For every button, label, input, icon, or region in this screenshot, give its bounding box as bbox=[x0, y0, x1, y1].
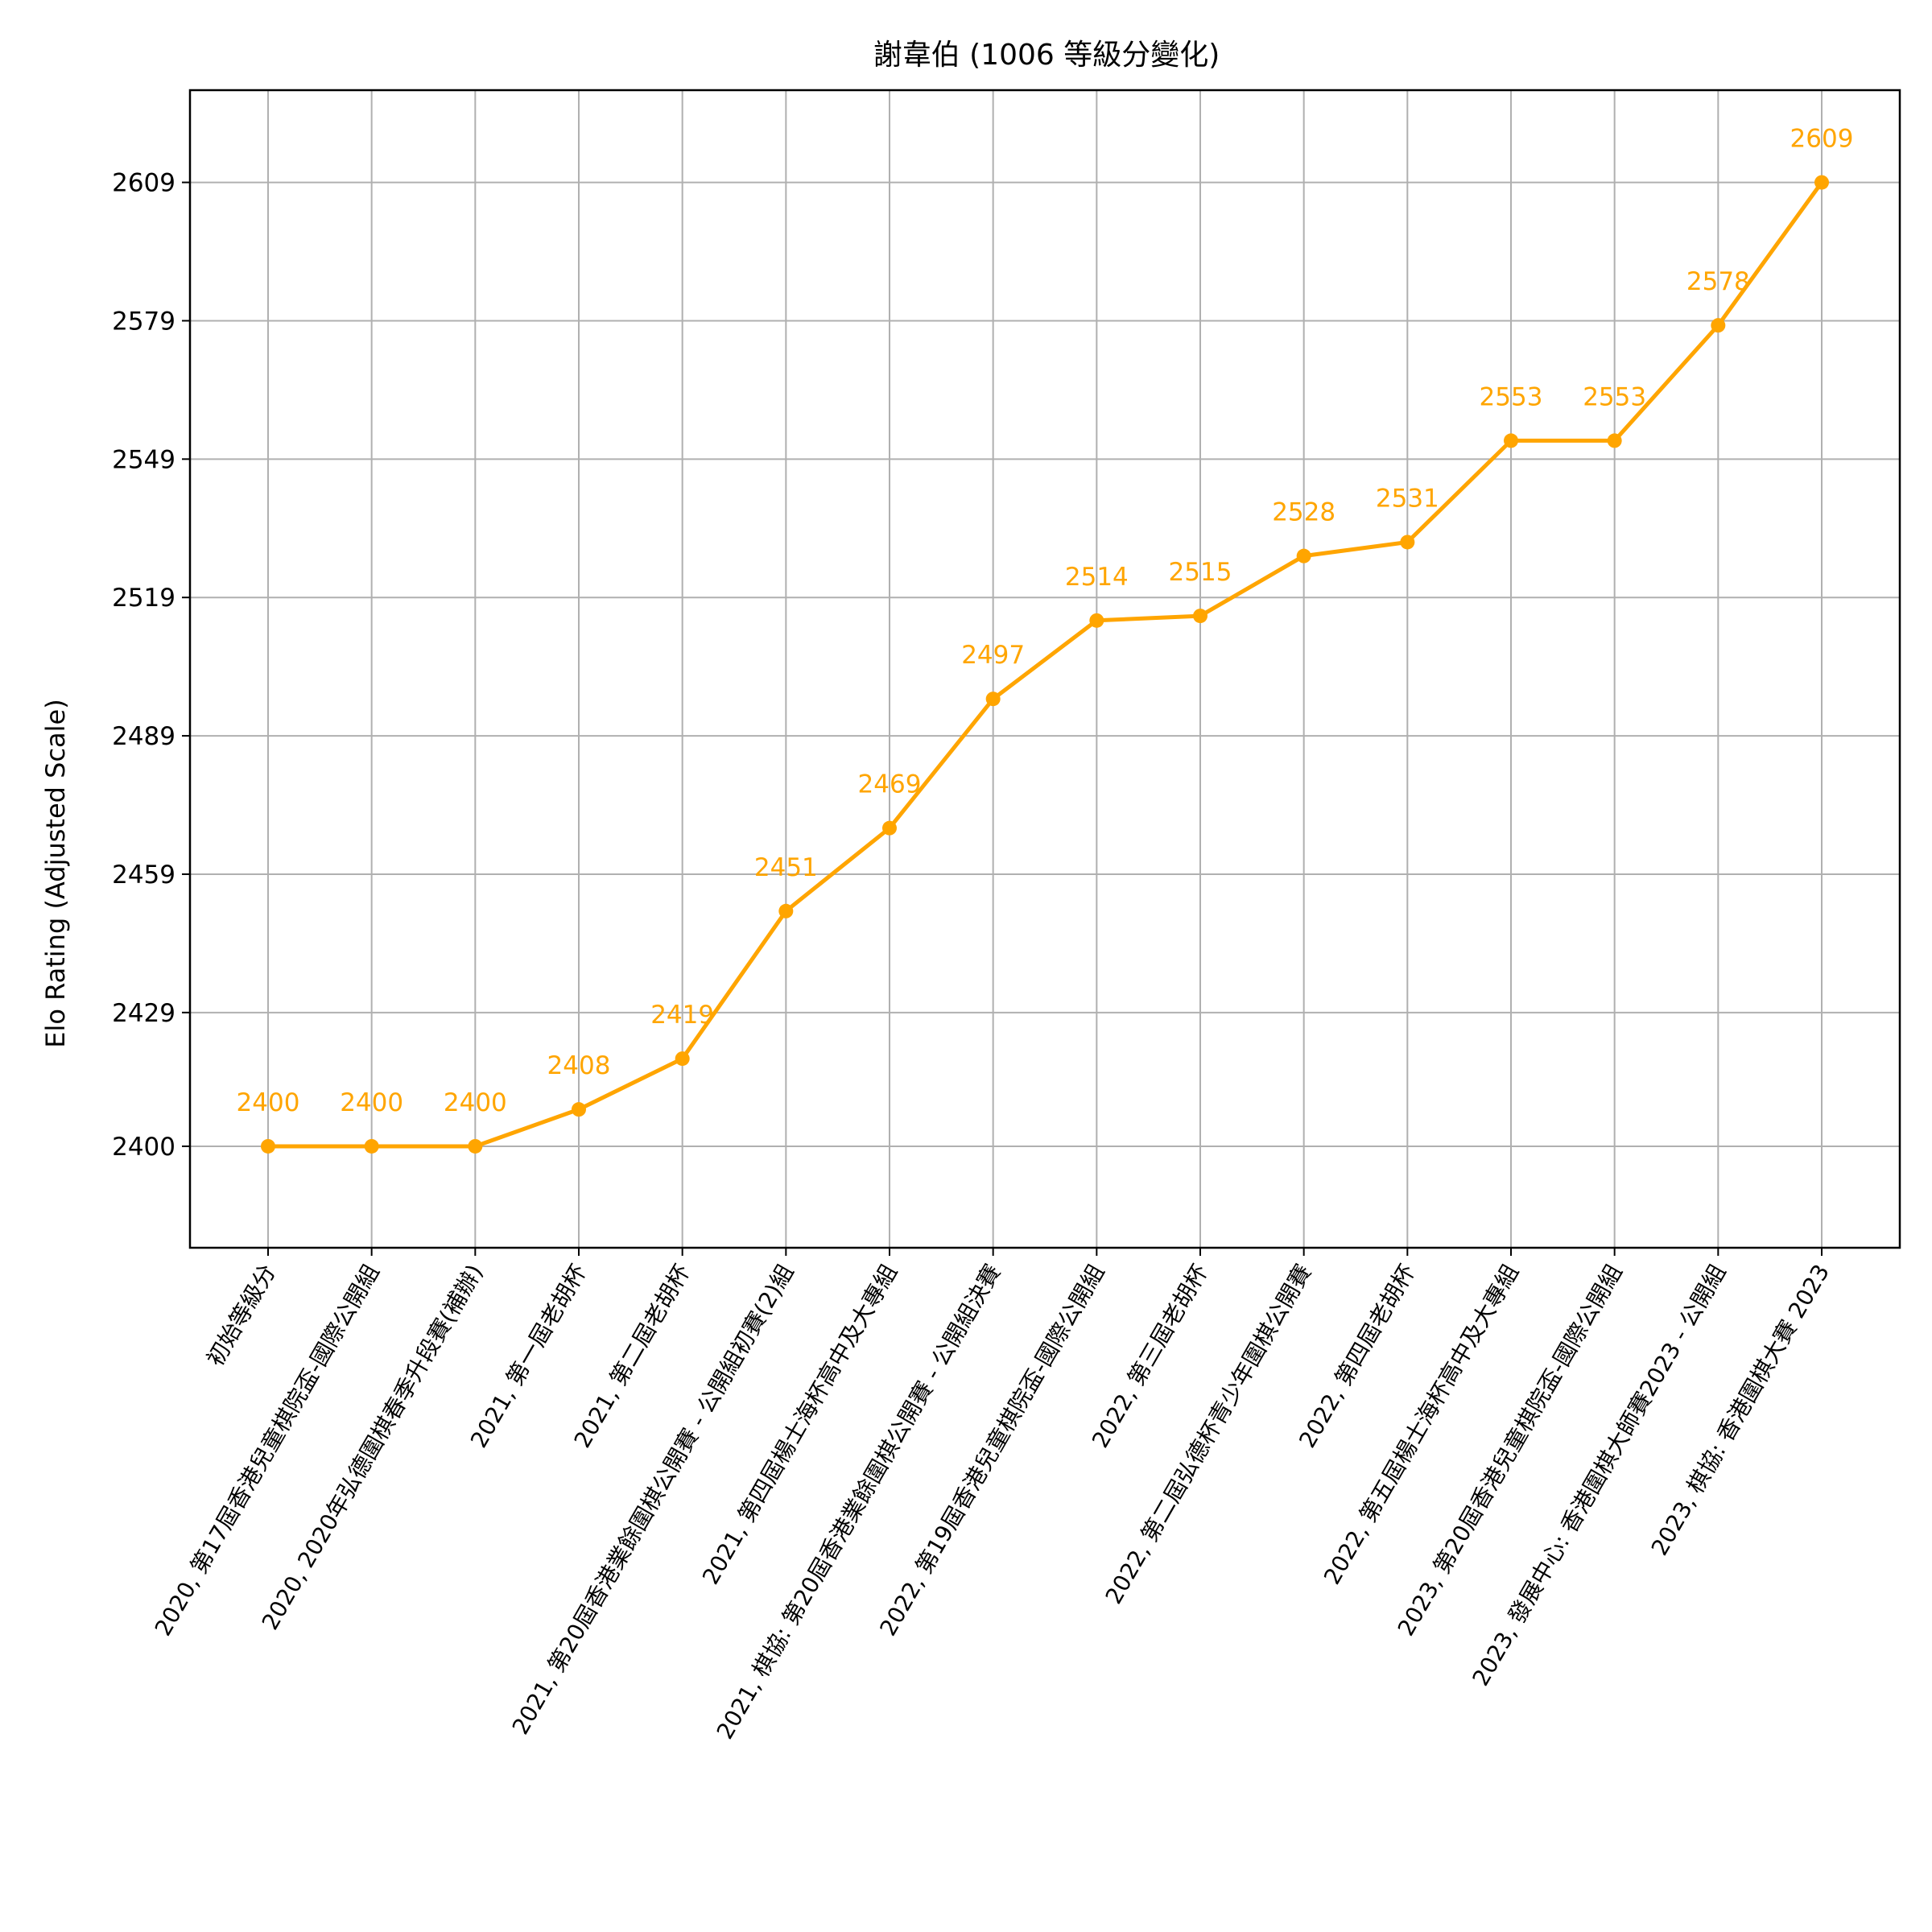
data-point bbox=[675, 1051, 690, 1067]
y-tick-label: 2489 bbox=[112, 722, 175, 751]
data-label: 2408 bbox=[547, 1051, 611, 1080]
data-point bbox=[1504, 433, 1518, 448]
y-axis-label: Elo Rating (Adjusted Scale) bbox=[40, 699, 71, 1047]
grid-lines bbox=[190, 90, 1900, 1248]
y-tick-label: 2549 bbox=[112, 445, 175, 474]
y-tick-label: 2459 bbox=[112, 861, 175, 890]
data-point bbox=[1193, 609, 1208, 624]
data-label: 2400 bbox=[444, 1088, 507, 1117]
x-tick-label: 2020, 第17屆香港兒童棋院盃-國際公開組 bbox=[150, 1260, 385, 1641]
x-tick-label: 2022, 第三屆老胡杯 bbox=[1087, 1260, 1213, 1452]
data-label: 2451 bbox=[754, 853, 818, 882]
x-tick-label: 2021, 第一屆老胡杯 bbox=[465, 1260, 592, 1452]
data-label: 2609 bbox=[1790, 125, 1854, 154]
x-tick-label: 2021, 第二屆老胡杯 bbox=[569, 1260, 696, 1452]
x-tick-label: 2022, 第19屆香港兒童棋院盃-國際公開組 bbox=[874, 1260, 1109, 1641]
x-tick-label: 2022, 第五屆楊士海杯高中及大專組 bbox=[1319, 1260, 1524, 1589]
data-label: 2400 bbox=[237, 1088, 300, 1117]
y-tick-label: 2579 bbox=[112, 307, 175, 336]
data-label: 2497 bbox=[961, 641, 1025, 670]
data-label: 2469 bbox=[858, 770, 922, 799]
y-tick-label: 2400 bbox=[112, 1133, 175, 1162]
data-point bbox=[1814, 175, 1829, 190]
x-tick-label: 初始等級分 bbox=[201, 1260, 281, 1371]
data-point bbox=[1089, 613, 1104, 628]
axis-ticks: 24002429245924892519254925792609初始等級分202… bbox=[112, 169, 1835, 1744]
data-point bbox=[985, 691, 1001, 707]
x-tick-label: 2022, 第四屆老胡杯 bbox=[1294, 1260, 1420, 1452]
chart-title: 謝韋伯 (1006 等級分變化) bbox=[873, 39, 1220, 72]
data-point bbox=[572, 1102, 586, 1117]
y-tick-label: 2519 bbox=[112, 584, 175, 613]
series-rating bbox=[261, 175, 1829, 1154]
x-tick-label: 2022, 第二屆弘德杯青少年圍棋公開賽 bbox=[1100, 1260, 1317, 1608]
x-tick-label: 2023, 第20屆香港兒童棋院盃-國際公開組 bbox=[1393, 1260, 1628, 1641]
data-label: 2515 bbox=[1169, 558, 1232, 587]
rating-line bbox=[268, 181, 1824, 1149]
data-point bbox=[1711, 318, 1726, 333]
data-point bbox=[1400, 535, 1415, 550]
data-point bbox=[882, 820, 897, 836]
y-tick-label: 2429 bbox=[112, 999, 175, 1028]
data-label: 2553 bbox=[1480, 382, 1543, 411]
data-label: 2578 bbox=[1686, 267, 1750, 296]
data-point bbox=[778, 903, 794, 919]
plot-area-frame bbox=[188, 89, 1901, 1249]
data-label: 2400 bbox=[340, 1088, 403, 1117]
data-point bbox=[364, 1138, 379, 1154]
x-tick-label: 2020, 2020年弘德圍棋春季升段賽(補辦) bbox=[257, 1260, 489, 1634]
y-tick-label: 2609 bbox=[112, 169, 175, 198]
data-label: 2514 bbox=[1065, 563, 1129, 592]
data-point bbox=[1607, 433, 1622, 448]
x-tick-label: 2023, 棋協: 香港圍棋大賽 2023 bbox=[1646, 1260, 1835, 1560]
data-label: 2419 bbox=[650, 1001, 714, 1030]
data-label: 2531 bbox=[1376, 484, 1439, 513]
data-label: 2528 bbox=[1272, 498, 1335, 527]
x-tick-label: 2021, 第四屆楊士海杯高中及大專組 bbox=[697, 1260, 902, 1589]
data-point bbox=[261, 1138, 275, 1154]
data-point bbox=[468, 1138, 483, 1154]
data-point bbox=[1296, 548, 1311, 564]
data-labels: 2400 2400 2400 2408 2419 2451 2469 2497 2514 2515… bbox=[237, 125, 1854, 1117]
data-label: 2553 bbox=[1583, 382, 1646, 411]
